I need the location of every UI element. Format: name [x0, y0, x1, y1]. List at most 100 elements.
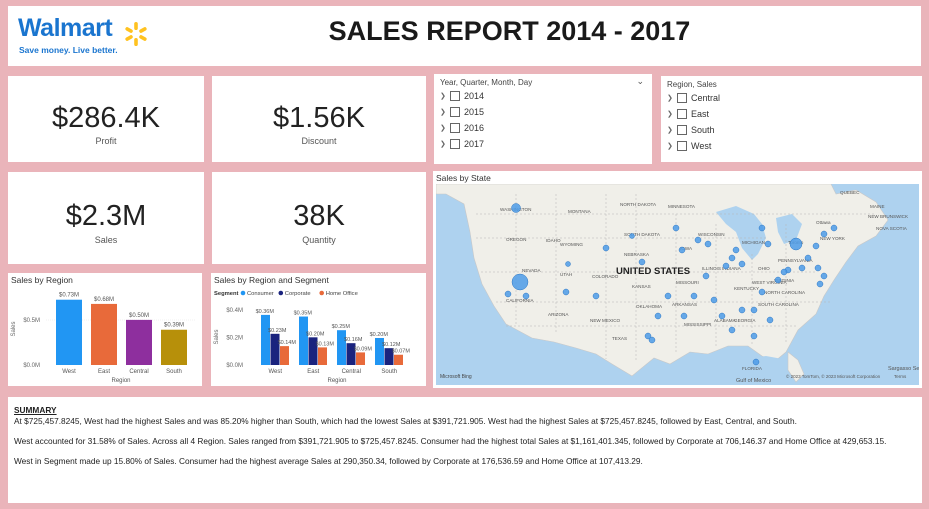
- state-bubble[interactable]: [690, 292, 698, 300]
- state-bubble[interactable]: [789, 237, 803, 251]
- bar-east-corporate[interactable]: [308, 337, 318, 365]
- bar-west-home-office[interactable]: [280, 346, 289, 365]
- bar-east-home-office[interactable]: [318, 347, 327, 365]
- chevron-right-icon[interactable]: ❯: [440, 109, 446, 116]
- checkbox[interactable]: [677, 141, 687, 151]
- slicer-item-2016[interactable]: ❯ 2016: [440, 123, 485, 133]
- state-bubble[interactable]: [648, 336, 656, 344]
- checkbox[interactable]: [677, 125, 687, 135]
- state-bubble[interactable]: [830, 224, 838, 232]
- state-bubble[interactable]: [680, 312, 688, 320]
- chevron-right-icon[interactable]: ❯: [440, 141, 446, 148]
- bar-east-consumer[interactable]: [299, 316, 308, 365]
- state-bubble[interactable]: [718, 312, 726, 320]
- state-bubble[interactable]: [592, 292, 600, 300]
- map-label: FLORIDA: [742, 366, 763, 371]
- state-bubble[interactable]: [565, 261, 571, 267]
- state-bubble[interactable]: [780, 268, 788, 276]
- slicer-item-2014[interactable]: ❯ 2014: [440, 91, 485, 101]
- data-label: $0.73M: [59, 293, 79, 299]
- chevron-down-icon[interactable]: ⌄: [636, 76, 644, 86]
- chevron-right-icon[interactable]: ❯: [667, 111, 673, 118]
- state-bubble[interactable]: [728, 326, 736, 334]
- bar-west[interactable]: [56, 299, 82, 365]
- state-bubble[interactable]: [798, 264, 806, 272]
- state-bubble[interactable]: [738, 260, 746, 268]
- state-bubble[interactable]: [644, 332, 652, 340]
- legend-item[interactable]: Corporate: [285, 291, 311, 297]
- state-bubble[interactable]: [511, 203, 521, 213]
- slicer-item-central[interactable]: ❯ Central: [667, 93, 721, 103]
- state-bubble[interactable]: [522, 292, 530, 300]
- bar-south[interactable]: [161, 329, 187, 365]
- state-bubble[interactable]: [704, 240, 712, 248]
- state-bubble[interactable]: [638, 258, 646, 266]
- chevron-right-icon[interactable]: ❯: [440, 93, 446, 100]
- checkbox[interactable]: [677, 93, 687, 103]
- state-bubble[interactable]: [814, 264, 822, 272]
- state-bubble[interactable]: [820, 272, 828, 280]
- state-bubble[interactable]: [504, 290, 512, 298]
- state-bubble[interactable]: [738, 306, 746, 314]
- state-bubble[interactable]: [722, 262, 730, 270]
- checkbox[interactable]: [450, 123, 460, 133]
- state-bubble[interactable]: [816, 280, 824, 288]
- slicer-item-2015[interactable]: ❯ 2015: [440, 107, 485, 117]
- summary-paragraph-1: At $725,457.8245, West had the highest S…: [14, 416, 797, 426]
- state-bubble[interactable]: [774, 276, 782, 284]
- state-bubble[interactable]: [750, 306, 758, 314]
- bar-central-home-office[interactable]: [356, 352, 365, 365]
- state-bubble[interactable]: [758, 224, 766, 232]
- state-bubble[interactable]: [820, 230, 828, 238]
- state-bubble[interactable]: [812, 242, 820, 250]
- state-bubble[interactable]: [511, 273, 529, 291]
- state-bubble[interactable]: [752, 358, 760, 366]
- state-bubble[interactable]: [750, 332, 758, 340]
- legend-item[interactable]: Consumer: [247, 291, 274, 297]
- state-bubble[interactable]: [654, 312, 662, 320]
- state-bubble[interactable]: [728, 254, 736, 262]
- slicer-item-south[interactable]: ❯ South: [667, 125, 715, 135]
- bar-south-corporate[interactable]: [384, 348, 394, 365]
- checkbox[interactable]: [677, 109, 687, 119]
- slicer-item-2017[interactable]: ❯ 2017: [440, 139, 485, 149]
- bar-west-consumer[interactable]: [261, 314, 270, 365]
- state-bubble[interactable]: [804, 254, 812, 262]
- state-bubble[interactable]: [758, 288, 766, 296]
- state-bubble[interactable]: [629, 233, 635, 239]
- checkbox[interactable]: [450, 139, 460, 149]
- state-bubble[interactable]: [710, 296, 718, 304]
- bar-central-corporate[interactable]: [346, 343, 356, 365]
- state-bubble[interactable]: [694, 236, 702, 244]
- bar-east[interactable]: [91, 303, 117, 365]
- slicer-item-east[interactable]: ❯ East: [667, 109, 710, 119]
- state-bubble[interactable]: [602, 244, 610, 252]
- state-bubble[interactable]: [678, 246, 686, 254]
- map-terms[interactable]: Terms: [894, 374, 907, 379]
- chevron-right-icon[interactable]: ❯: [667, 143, 673, 150]
- bar-south-consumer[interactable]: [375, 337, 384, 365]
- checkbox[interactable]: [450, 107, 460, 117]
- chevron-right-icon[interactable]: ❯: [667, 127, 673, 134]
- bar-west-corporate[interactable]: [270, 333, 280, 365]
- bar-central[interactable]: [126, 319, 152, 365]
- data-label: $0.35M: [294, 311, 313, 317]
- state-bubble[interactable]: [766, 316, 774, 324]
- state-bubble[interactable]: [664, 292, 672, 300]
- state-bubble[interactable]: [562, 288, 570, 296]
- sales-map[interactable]: WASHINGTONMONTANANORTH DAKOTAMINNESOTAOR…: [436, 184, 919, 385]
- state-bubble[interactable]: [764, 240, 772, 248]
- x-axis-label: Region: [111, 378, 130, 384]
- checkbox[interactable]: [450, 91, 460, 101]
- slicer-item-west[interactable]: ❯ West: [667, 141, 712, 151]
- state-bubble[interactable]: [732, 246, 740, 254]
- bar-central-consumer[interactable]: [337, 330, 346, 365]
- legend-item[interactable]: Home Office: [326, 291, 358, 297]
- state-bubble[interactable]: [702, 272, 710, 280]
- chevron-right-icon[interactable]: ❯: [667, 95, 673, 102]
- state-bubble[interactable]: [672, 224, 680, 232]
- bar-south-home-office[interactable]: [394, 354, 403, 365]
- data-label: $0.20M: [370, 332, 389, 338]
- chevron-right-icon[interactable]: ❯: [440, 125, 446, 132]
- sales-by-state-card: Sales by State WASHINGTONMONTANANORTH DA…: [433, 171, 922, 388]
